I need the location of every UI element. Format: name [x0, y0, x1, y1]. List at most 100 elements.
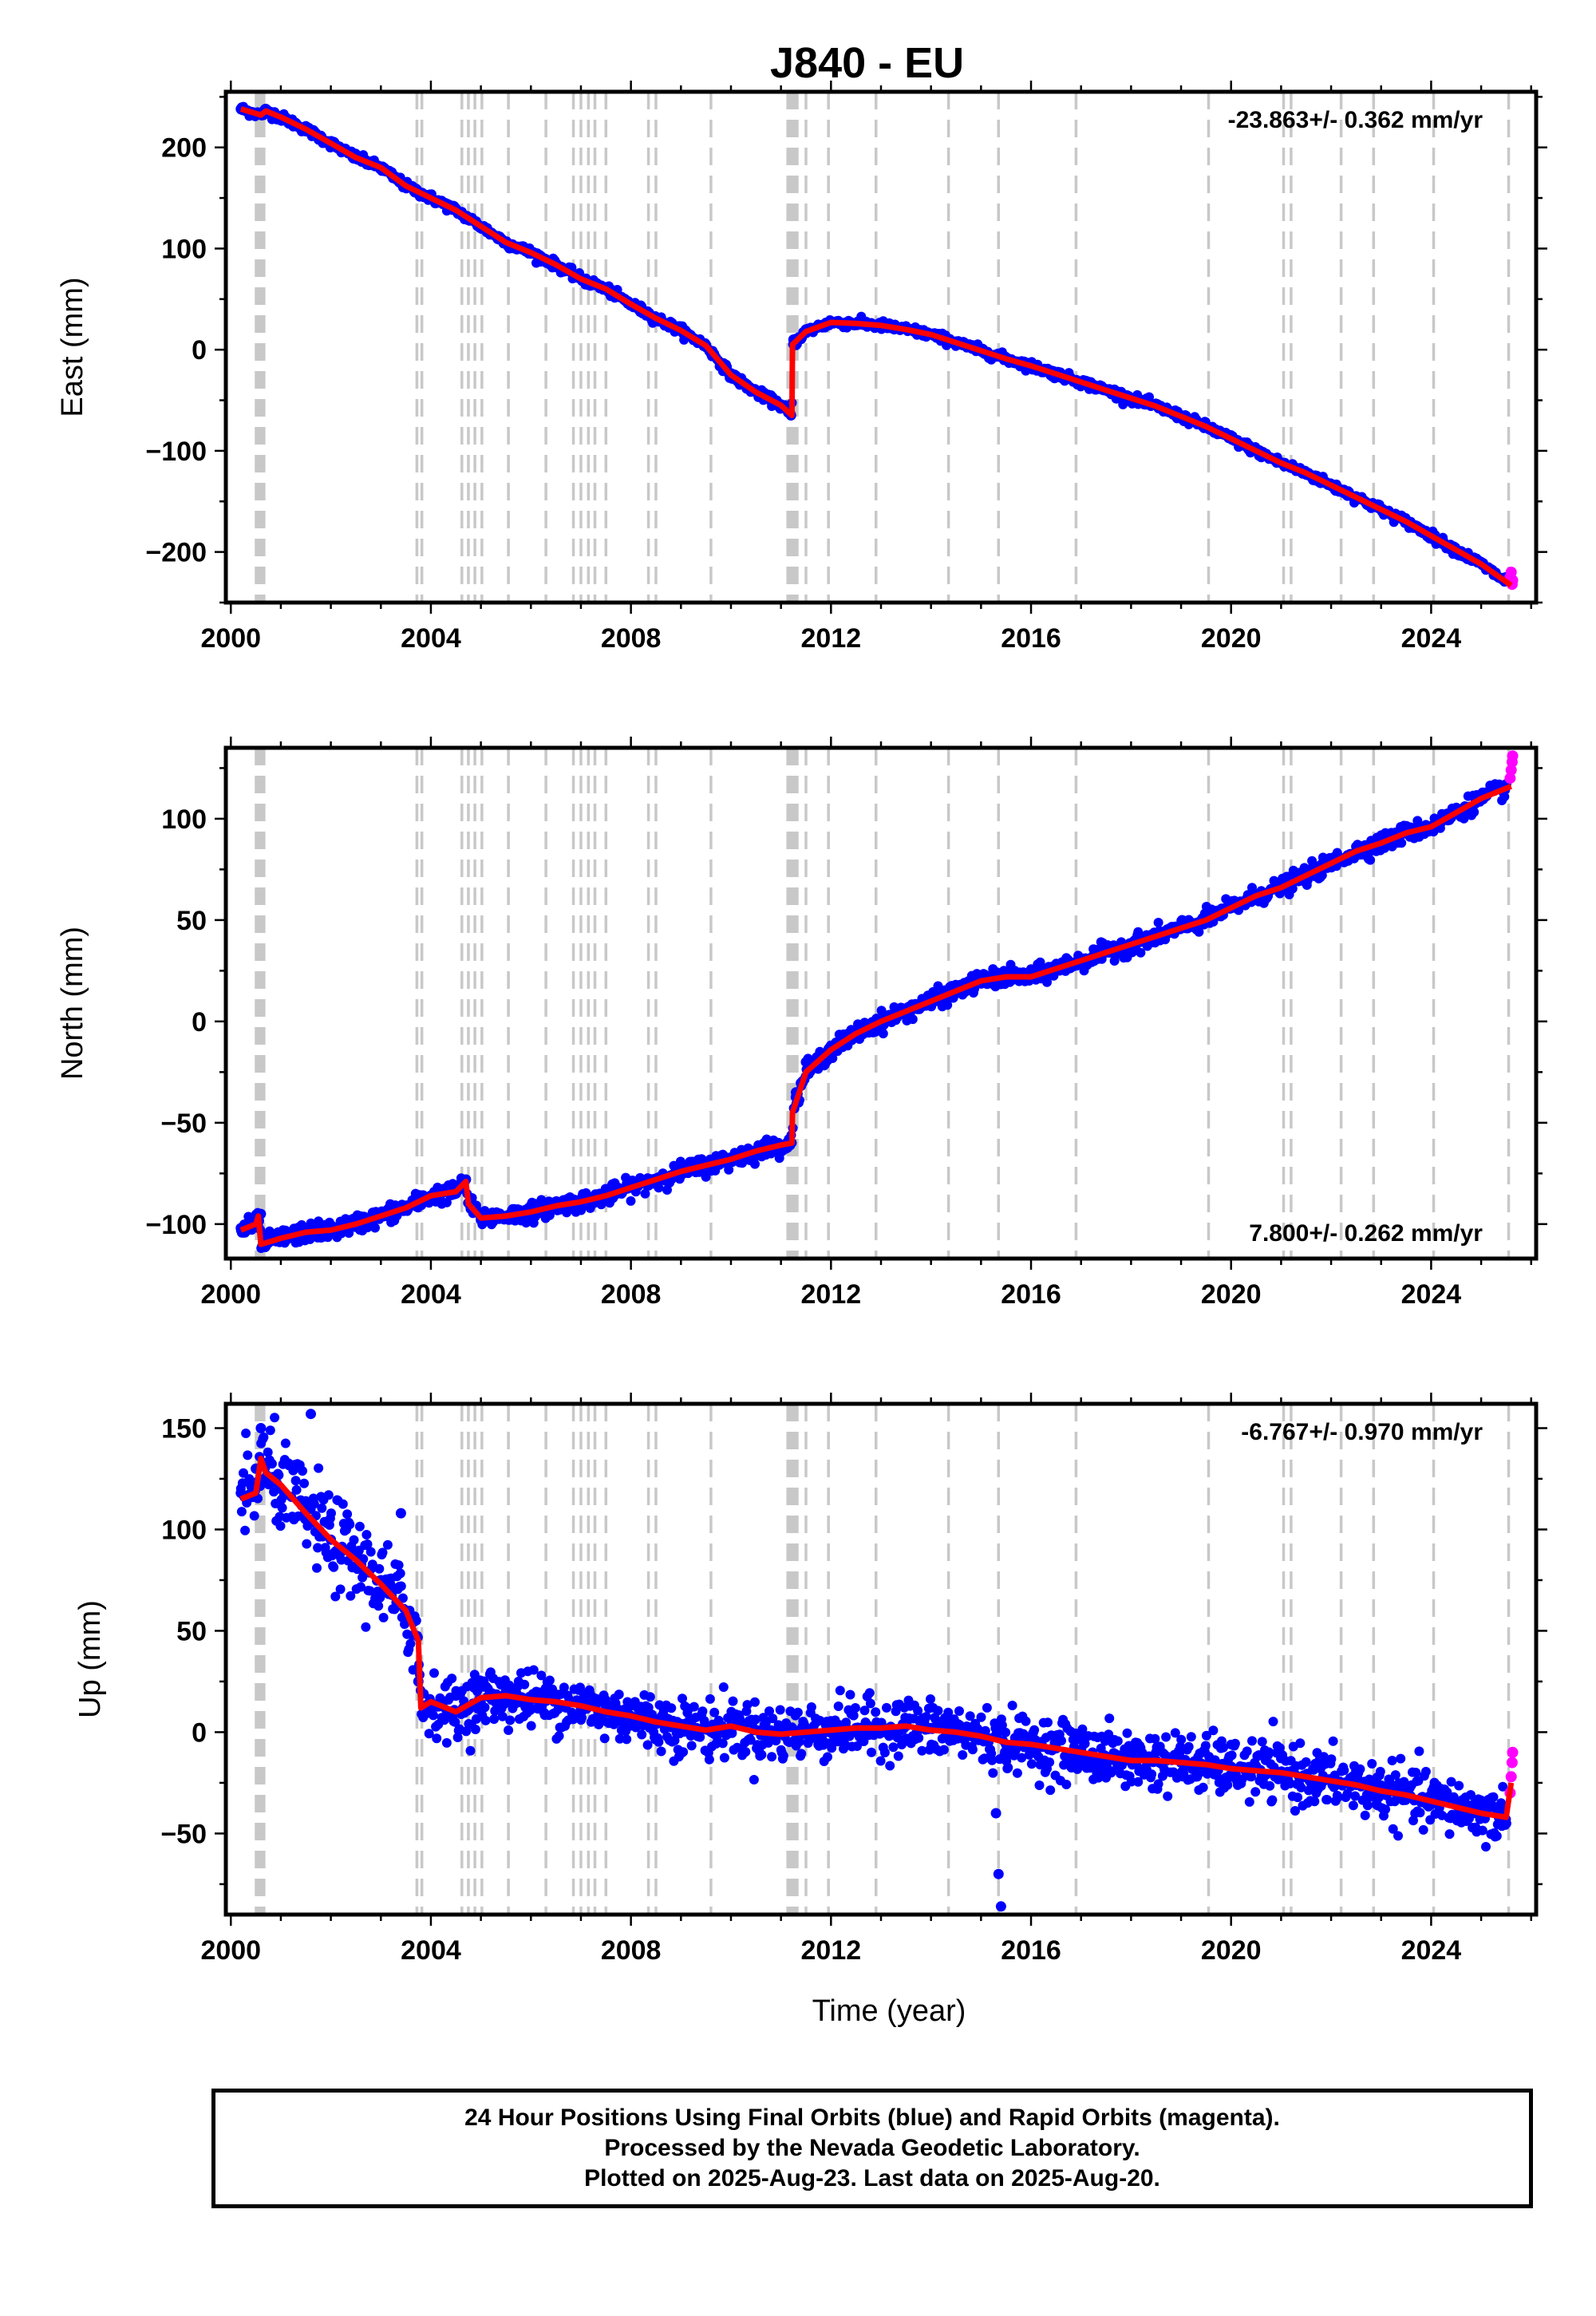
model-line [239, 1456, 1515, 1820]
final-point [1122, 1728, 1132, 1738]
final-point [1045, 1757, 1055, 1768]
final-point [439, 1715, 449, 1725]
final-point [1365, 855, 1376, 865]
final-point [1418, 1824, 1428, 1835]
final-point [1411, 1768, 1421, 1777]
chart-title: J840 - EU [770, 39, 965, 87]
x-axis: 2000 2004 2008 2012 2016 2020 2024 [200, 1393, 1532, 1966]
x-tick-label: 2000 [200, 623, 261, 654]
final-point [778, 1751, 788, 1761]
panel-east: 2000 2004 2008 2012 2016 2020 2024−200−1000100… [56, 81, 1547, 654]
final-point [306, 1409, 316, 1420]
y-tick-label: −200 [145, 538, 207, 568]
final-point [405, 1638, 416, 1649]
final-point [1499, 792, 1510, 802]
final-point [800, 1057, 812, 1068]
final-point [645, 1692, 655, 1702]
final-point [938, 1745, 949, 1755]
final-point [1500, 1818, 1511, 1829]
final-point [1230, 1738, 1240, 1749]
final-point [265, 1425, 275, 1436]
final-point [656, 1746, 666, 1757]
final-point [536, 1670, 547, 1681]
final-point [835, 1686, 845, 1696]
final-point [1093, 1773, 1104, 1783]
final-point [342, 1509, 353, 1520]
final-point [309, 1499, 319, 1509]
final-point [764, 1706, 774, 1717]
velocity-label: -23.863+/- 0.362 mm/yr [1228, 107, 1483, 133]
final-point [1301, 1757, 1311, 1767]
final-point [990, 1808, 1001, 1819]
final-point [544, 1675, 555, 1686]
final-point [298, 1466, 307, 1476]
final-point [614, 1690, 624, 1700]
final-point [370, 1223, 380, 1233]
final-point [528, 1665, 539, 1675]
final-point [395, 1568, 405, 1579]
final-point [741, 1747, 751, 1757]
final-point [695, 1732, 705, 1742]
final-point [1112, 1736, 1123, 1746]
final-point [1035, 957, 1045, 967]
final-point [274, 1470, 284, 1480]
final-point [263, 1447, 273, 1457]
final-point [626, 1196, 636, 1206]
final-point [767, 1752, 777, 1762]
final-point [859, 1705, 870, 1716]
final-point [1001, 1727, 1011, 1737]
rapid-point [1507, 1746, 1519, 1758]
final-point [795, 1737, 804, 1747]
event-lines [255, 92, 1511, 603]
final-point [255, 1423, 267, 1433]
final-point [356, 1582, 365, 1592]
final-point [622, 1734, 632, 1745]
panel-up: 2000 2004 2008 2012 2016 2020 2024−50050100150… [73, 1393, 1547, 2028]
panel-north: 2000 2004 2008 2012 2016 2020 2024−100−5005010… [56, 737, 1547, 1310]
final-point [1396, 838, 1407, 848]
final-point [1244, 1796, 1254, 1807]
final-point [921, 1712, 931, 1722]
final-point [917, 1745, 927, 1756]
final-point [1481, 1842, 1491, 1852]
final-point [450, 1690, 461, 1701]
final-point [362, 1539, 373, 1549]
final-point [1223, 1780, 1233, 1790]
final-point [637, 1729, 647, 1740]
final-point [1161, 1732, 1171, 1742]
x-tick-label: 2024 [1401, 623, 1462, 654]
final-point [1446, 1777, 1456, 1787]
final-point [719, 1753, 729, 1763]
final-point [519, 1679, 530, 1690]
final-point [361, 1622, 371, 1632]
final-point [997, 1720, 1007, 1730]
final-point [365, 1547, 376, 1557]
final-point [993, 1868, 1004, 1879]
final-point [806, 1702, 816, 1712]
final-point [240, 1525, 251, 1535]
final-point [465, 1745, 476, 1756]
final-point [1043, 1717, 1053, 1728]
final-point [243, 1450, 253, 1460]
final-point [1257, 1737, 1267, 1747]
y-axis-label: North (mm) [56, 927, 89, 1080]
final-point [382, 1539, 393, 1550]
final-point [373, 1601, 384, 1611]
plot-area [235, 92, 1519, 603]
figure-canvas: 2000 2004 2008 2012 2016 2020 2024−200−1000100… [56, 81, 1547, 2028]
x-tick-label: 2012 [801, 1279, 862, 1310]
final-point [244, 1474, 255, 1484]
final-point [717, 1738, 728, 1749]
final-point [378, 1612, 389, 1622]
final-point [424, 1729, 434, 1739]
final-point [429, 1668, 439, 1678]
final-point [1104, 1713, 1115, 1724]
final-point [1387, 1756, 1397, 1765]
final-orbit-series [235, 101, 1511, 587]
final-point [1420, 1766, 1431, 1777]
y-tick-label: −100 [145, 437, 207, 467]
final-point [344, 1228, 354, 1238]
final-point [976, 1712, 986, 1722]
rapid-orbit-series [1504, 750, 1519, 785]
